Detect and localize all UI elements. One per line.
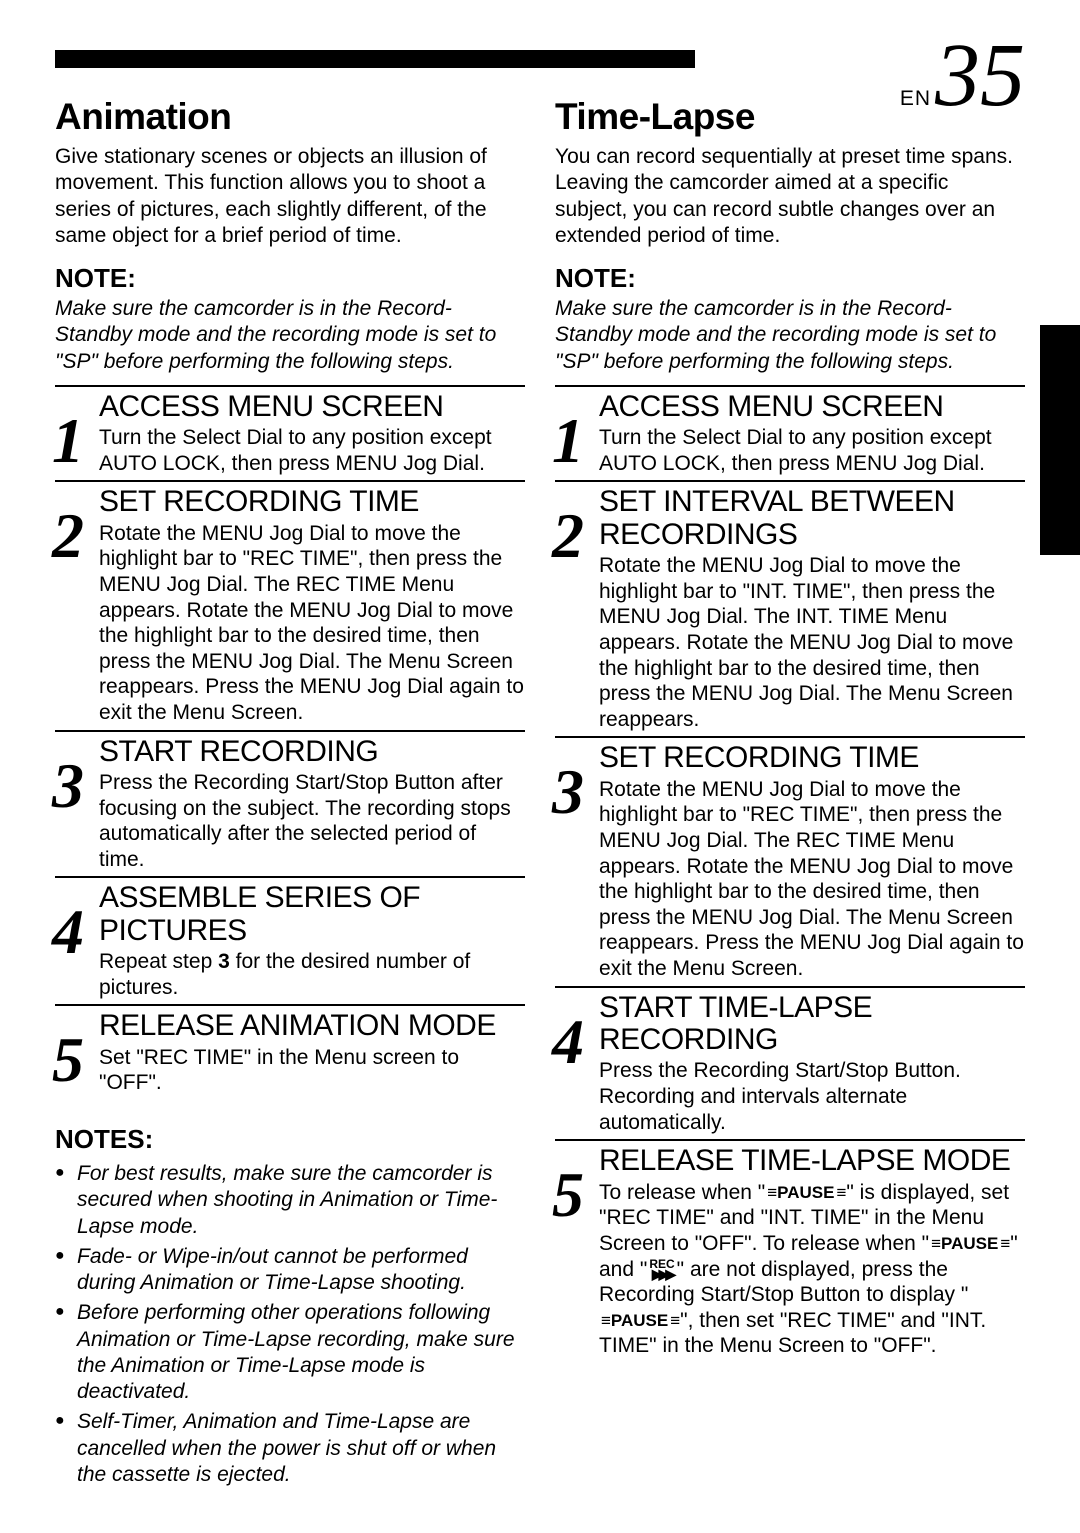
right-step-4: 4 START TIME-LAPSE RECORDING Press the R… xyxy=(555,986,1025,1136)
note-item: Before performing other operations follo… xyxy=(55,1300,525,1405)
step-title: SET INTERVAL BETWEEN RECORDINGS xyxy=(599,486,1025,551)
top-bar xyxy=(55,50,695,68)
note-item: Fade- or Wipe-in/out cannot be performed… xyxy=(55,1244,525,1297)
step-title: SET RECORDING TIME xyxy=(99,486,525,518)
note-item: For best results, make sure the camcorde… xyxy=(55,1161,525,1240)
right-step-3: 3 SET RECORDING TIME Rotate the MENU Jog… xyxy=(555,736,1025,981)
step-title: START TIME-LAPSE RECORDING xyxy=(599,992,1025,1057)
step-body: Rotate the MENU Jog Dial to move the hig… xyxy=(99,521,525,726)
notes-list-left: For best results, make sure the camcorde… xyxy=(55,1161,525,1488)
step-body: Press the Recording Start/Stop Button. R… xyxy=(599,1058,1025,1135)
step-num: 1 xyxy=(43,409,93,473)
body-pre: Repeat step xyxy=(99,950,218,973)
left-step-5: 5 RELEASE ANIMATION MODE Set "REC TIME" … xyxy=(55,1004,525,1096)
step-num: 2 xyxy=(543,504,593,568)
step-title: RELEASE TIME-LAPSE MODE xyxy=(599,1145,1025,1177)
page-num-value: 35 xyxy=(935,40,1025,112)
step-body: To release when "≡PAUSE≡" is displayed, … xyxy=(599,1180,1025,1359)
right-column: Time-Lapse You can record sequentially a… xyxy=(555,96,1025,1492)
step-body: Rotate the MENU Jog Dial to move the hig… xyxy=(599,553,1025,732)
step-body: Turn the Select Dial to any position exc… xyxy=(99,425,525,476)
step-title: SET RECORDING TIME xyxy=(599,742,1025,774)
right-step-2: 2 SET INTERVAL BETWEEN RECORDINGS Rotate… xyxy=(555,480,1025,732)
pause-icon: ≡PAUSE≡ xyxy=(765,1183,846,1204)
step-title: ASSEMBLE SERIES OF PICTURES xyxy=(99,882,525,947)
animation-intro: Give stationary scenes or objects an ill… xyxy=(55,144,525,249)
note-head-right: NOTE: xyxy=(555,263,1025,294)
step-num: 2 xyxy=(43,504,93,568)
left-column: Animation Give stationary scenes or obje… xyxy=(55,96,525,1492)
right-step-1: 1 ACCESS MENU SCREEN Turn the Select Dia… xyxy=(555,385,1025,477)
step-body: Set "REC TIME" in the Menu screen to "OF… xyxy=(99,1045,525,1096)
step-title: START RECORDING xyxy=(99,736,525,768)
step-num: 3 xyxy=(43,754,93,818)
pause-icon: ≡PAUSE≡ xyxy=(929,1234,1010,1255)
left-step-3: 3 START RECORDING Press the Recording St… xyxy=(55,730,525,873)
step-num: 1 xyxy=(543,409,593,473)
body-bold: 3 xyxy=(218,950,230,973)
right-step-5: 5 RELEASE TIME-LAPSE MODE To release whe… xyxy=(555,1139,1025,1359)
step-num: 5 xyxy=(543,1163,593,1227)
timelapse-intro: You can record sequentially at preset ti… xyxy=(555,144,1025,249)
step-body: Repeat step 3 for the desired number of … xyxy=(99,949,525,1000)
step-title: RELEASE ANIMATION MODE xyxy=(99,1010,525,1042)
page-number: EN 35 xyxy=(900,40,1025,112)
step-title: ACCESS MENU SCREEN xyxy=(599,391,1025,423)
step-body: Rotate the MENU Jog Dial to move the hig… xyxy=(599,777,1025,982)
side-tab xyxy=(1040,325,1080,555)
note-body-left: Make sure the camcorder is in the Record… xyxy=(55,296,525,375)
step-num: 3 xyxy=(543,760,593,824)
note-item: Self-Timer, Animation and Time-Lapse are… xyxy=(55,1409,525,1488)
left-step-2: 2 SET RECORDING TIME Rotate the MENU Jog… xyxy=(55,480,525,725)
left-step-1: 1 ACCESS MENU SCREEN Turn the Select Dia… xyxy=(55,385,525,477)
left-step-4: 4 ASSEMBLE SERIES OF PICTURES Repeat ste… xyxy=(55,876,525,1000)
step-num: 5 xyxy=(43,1028,93,1092)
notes-head-left: NOTES: xyxy=(55,1124,525,1155)
page-en-label: EN xyxy=(900,87,931,111)
t1: To release when " xyxy=(599,1181,765,1204)
step-num: 4 xyxy=(543,1010,593,1074)
pause-icon: ≡PAUSE≡ xyxy=(599,1311,680,1332)
columns: Animation Give stationary scenes or obje… xyxy=(55,96,1025,1492)
note-body-right: Make sure the camcorder is in the Record… xyxy=(555,296,1025,375)
rec-icon: REC▶▶▶ xyxy=(649,1259,674,1281)
step-title: ACCESS MENU SCREEN xyxy=(99,391,525,423)
note-head-left: NOTE: xyxy=(55,263,525,294)
step-body: Press the Recording Start/Stop Button af… xyxy=(99,770,525,872)
step-body: Turn the Select Dial to any position exc… xyxy=(599,425,1025,476)
animation-heading: Animation xyxy=(55,96,525,138)
step-num: 4 xyxy=(43,900,93,964)
